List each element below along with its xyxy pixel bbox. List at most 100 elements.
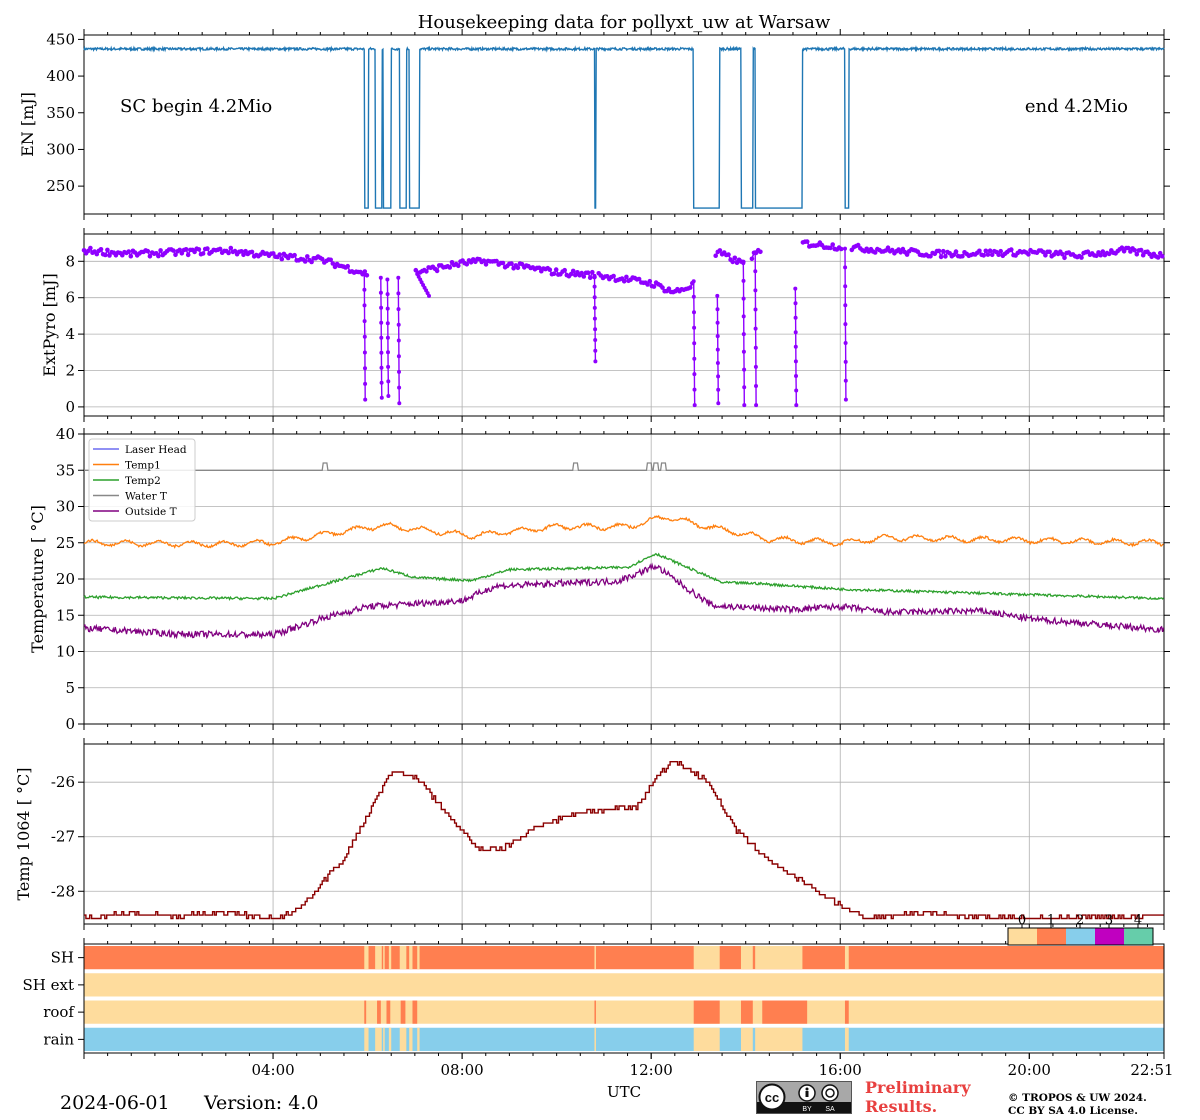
x-tick-label: 20:00 xyxy=(1008,1061,1051,1079)
energy-ytick-label: 350 xyxy=(46,104,75,122)
extpyro-ytick-label: 8 xyxy=(65,252,75,270)
temperature-ytick-label: 0 xyxy=(65,715,75,733)
status-segment xyxy=(364,946,369,970)
cc-badge-cc-label: cc xyxy=(765,1090,779,1105)
status-row-sh xyxy=(84,946,1164,970)
status-segment xyxy=(409,1027,413,1051)
extpyro-drop-line xyxy=(742,263,745,406)
status-segment xyxy=(375,1027,382,1051)
extpyro-ylabel: ExtPyro [mJ] xyxy=(40,273,59,376)
status-segment xyxy=(762,1000,808,1024)
figure-title: Housekeeping data for pollyxt_uw at Wars… xyxy=(418,12,831,33)
cc-badge-by-label: BY xyxy=(802,1106,812,1113)
temperature-ytick-label: 10 xyxy=(56,643,75,661)
legend-label: Outside T xyxy=(125,506,177,518)
x-tick-label: 22:51 xyxy=(1130,1061,1173,1079)
temperature-series-water-t xyxy=(84,462,1164,471)
temperature-series-outside-t xyxy=(83,562,1165,640)
legend-label: Temp2 xyxy=(125,475,161,487)
colorbar-cell xyxy=(1037,928,1066,945)
preliminary-line-1: Preliminary xyxy=(865,1078,971,1097)
energy-frame xyxy=(83,34,1165,215)
cc-badge-sa-label: SA xyxy=(825,1106,835,1113)
x-tick-label: 12:00 xyxy=(630,1061,673,1079)
status-row-label: SH xyxy=(51,949,74,967)
status-segment xyxy=(388,946,392,970)
extpyro-ytick-label: 0 xyxy=(65,398,75,416)
status-segment xyxy=(375,946,382,970)
x-tick-label: 16:00 xyxy=(819,1061,862,1079)
status-segment xyxy=(693,1027,720,1051)
copyright-line-2: CC BY SA 4.0 License. xyxy=(1008,1105,1138,1117)
status-segment xyxy=(364,1027,369,1051)
energy-series-line xyxy=(83,45,1165,209)
copyright-line-1: © TROPOS & UW 2024. xyxy=(1008,1092,1147,1104)
extpyro-ytick-label: 6 xyxy=(65,289,75,307)
status-segment xyxy=(417,946,420,970)
temperature-ytick-label: 30 xyxy=(56,498,75,516)
status-segment xyxy=(417,1027,420,1051)
extpyro-drop-line xyxy=(844,248,847,400)
status-segment xyxy=(386,1000,391,1024)
temp1064-ytick-label: -26 xyxy=(51,773,75,791)
status-segment xyxy=(412,1000,418,1024)
extpyro-ytick-label: 4 xyxy=(65,325,75,343)
temperature-ytick-label: 35 xyxy=(56,461,75,479)
extpyro-drop-line xyxy=(794,288,797,406)
energy-panel: 250 300 350 400 450 EN [mJ] SC begin 4.2Mio end… xyxy=(18,29,1170,220)
extpyro-panel: 0 2 4 6 8 ExtPyro [mJ] xyxy=(40,228,1170,422)
temp1064-ylabel: Temp 1064 [ °C] xyxy=(14,767,33,900)
extpyro-drop-line xyxy=(754,252,757,406)
temperature-series-temp1 xyxy=(83,514,1164,549)
extpyro-drop-line xyxy=(693,281,696,406)
temperature-ytick-label: 20 xyxy=(56,570,75,588)
status-frame xyxy=(83,943,1165,1054)
legend-box xyxy=(88,438,196,522)
status-segment xyxy=(594,1027,596,1051)
preliminary-line-2: Results. xyxy=(865,1097,938,1116)
status-segment xyxy=(844,946,849,970)
status-row-roof xyxy=(84,1000,1164,1024)
temperature-ylabel: Temperature [ °C] xyxy=(28,505,47,653)
colorbar-tick-label: 4 xyxy=(1134,913,1142,928)
status-segment xyxy=(364,1000,367,1024)
extpyro-ytick-label: 2 xyxy=(65,362,75,380)
legend-label: Water T xyxy=(125,491,167,503)
legend-label: Temp1 xyxy=(125,460,161,472)
colorbar-tick-label: 0 xyxy=(1018,913,1026,928)
cc-license-badge: cc BY SA xyxy=(756,1081,852,1114)
status-segment xyxy=(693,946,720,970)
status-segment xyxy=(594,1000,596,1024)
status-segment xyxy=(755,946,803,970)
status-row-label: SH ext xyxy=(23,976,75,994)
preliminary-results-text: Preliminary Results. xyxy=(865,1078,971,1116)
date-label: 2024-06-01 xyxy=(60,1092,170,1114)
status-segment xyxy=(399,946,407,970)
x-axis-label: UTC xyxy=(607,1083,641,1101)
legend-label: Laser Head xyxy=(125,444,187,456)
status-segment xyxy=(693,1000,720,1024)
status-segment xyxy=(400,1000,406,1024)
status-segment xyxy=(740,946,753,970)
extpyro-drop-line xyxy=(380,277,383,398)
status-row-sh-ext xyxy=(84,973,1164,997)
temp1064-series-line xyxy=(84,761,1164,920)
temperature-ytick-label: 5 xyxy=(65,679,75,697)
status-segment xyxy=(409,946,413,970)
energy-ytick-label: 400 xyxy=(46,67,75,85)
cc-badge-graphic: cc BY SA xyxy=(757,1083,851,1113)
extpyro-points xyxy=(81,239,1165,408)
temperature-ytick-label: 25 xyxy=(56,534,75,552)
extpyro-drop-line xyxy=(416,273,430,297)
status-segment xyxy=(377,1000,381,1024)
temp1064-frame xyxy=(83,743,1165,925)
status-segment xyxy=(740,1000,753,1024)
status-segment xyxy=(383,946,385,970)
colorbar-tick-label: 1 xyxy=(1047,913,1055,928)
colorbar-tick-label: 3 xyxy=(1105,913,1113,928)
status-row-rain xyxy=(84,1027,1164,1051)
extpyro-drop-line xyxy=(386,279,390,397)
energy-ytick-label: 450 xyxy=(46,30,75,48)
status-segment xyxy=(844,1027,849,1051)
